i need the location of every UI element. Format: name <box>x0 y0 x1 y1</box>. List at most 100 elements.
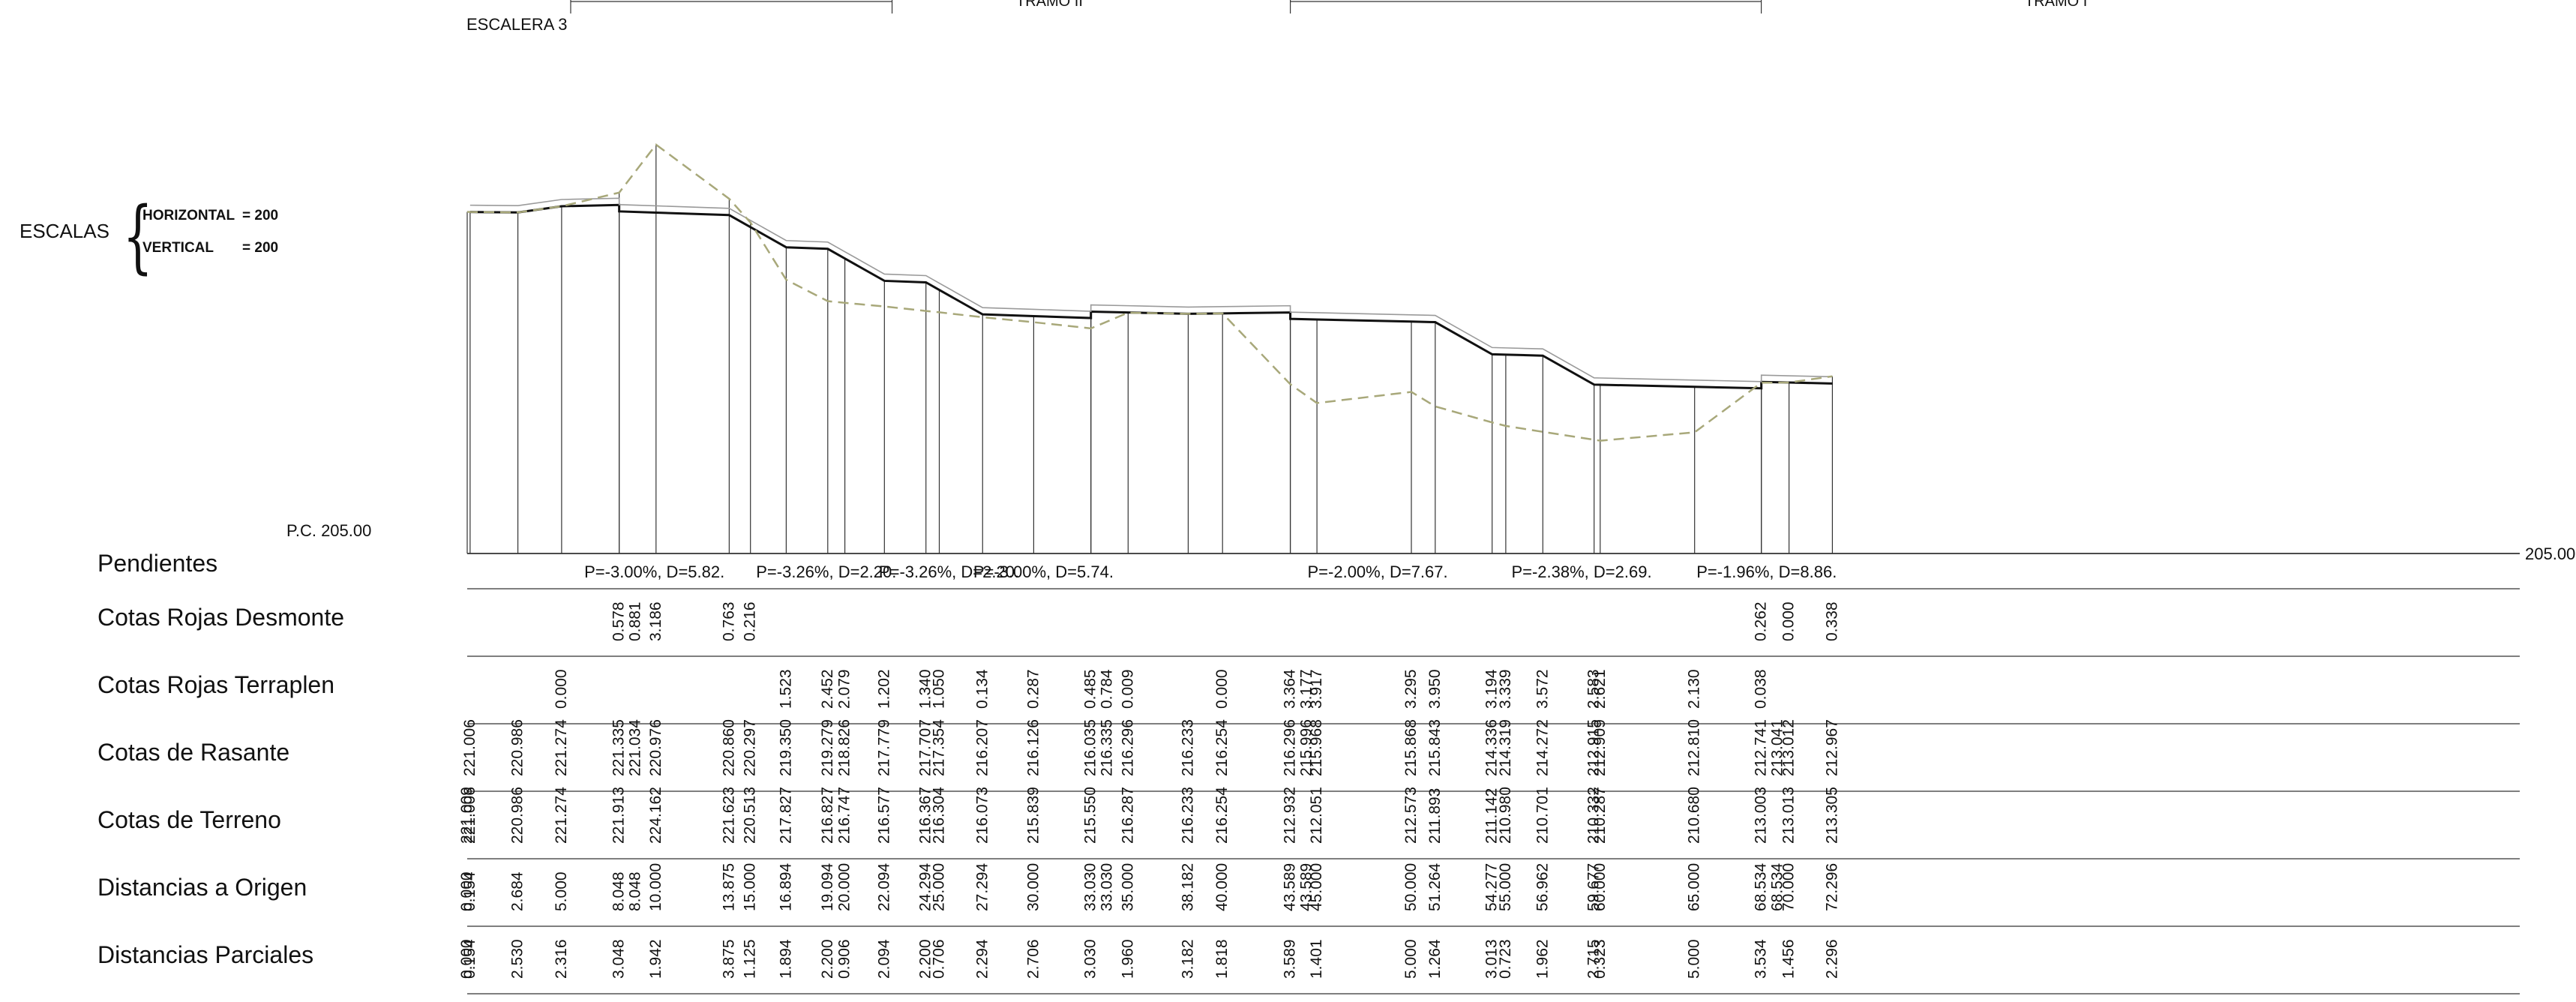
table-value-parcial: 1.264 <box>1426 939 1444 979</box>
table-value-parcial: 5.000 <box>1686 939 1703 979</box>
table-value-parcial: 1.960 <box>1119 939 1136 979</box>
row-label-rasante: Cotas de Rasante <box>97 739 290 766</box>
table-value-parcial: 1.818 <box>1213 939 1231 979</box>
pendiente-label: P=-3.26%, D=2.20. <box>879 562 1019 581</box>
drawing-title: ESCALERA 3 <box>466 15 568 34</box>
table-value-parcial: 1.125 <box>742 939 759 979</box>
table-value-rasante: 214.336 <box>1483 719 1501 776</box>
table-value-origen: 65.000 <box>1686 863 1703 911</box>
table-value-rasante: 216.035 <box>1082 719 1099 776</box>
table-value-rasante: 215.843 <box>1426 719 1444 776</box>
table-value-origen: 38.182 <box>1179 863 1196 911</box>
table-value-origen: 22.094 <box>875 862 892 911</box>
table-value-rasante: 216.254 <box>1213 719 1231 776</box>
table-value-origen: 24.294 <box>917 862 934 911</box>
table-value-terreno: 215.839 <box>1024 787 1042 844</box>
table-value-terreno: 213.013 <box>1780 787 1798 844</box>
table-value-desmonte: 3.186 <box>647 602 664 641</box>
table-value-desmonte: 0.881 <box>627 602 644 641</box>
table-value-terreno: 215.550 <box>1082 787 1099 844</box>
table-value-terreno: 216.827 <box>819 787 836 844</box>
table-value-terraplen: 3.364 <box>1282 669 1299 709</box>
table-value-rasante: 221.006 <box>461 719 478 776</box>
pendiente-label: P=-3.00%, D=5.82. <box>584 562 724 581</box>
table-value-rasante: 215.868 <box>1402 719 1420 776</box>
table-value-terreno: 212.573 <box>1402 787 1420 844</box>
table-value-parcial: 1.894 <box>777 939 794 979</box>
pendiente-label: P=-2.38%, D=2.69. <box>1511 562 1651 581</box>
table-value-origen: 55.000 <box>1497 863 1514 911</box>
table-value-terreno: 217.827 <box>777 787 794 844</box>
table-value-rasante: 220.986 <box>509 719 526 776</box>
table-value-parcial: 3.182 <box>1179 939 1196 979</box>
table-value-desmonte: 0.578 <box>610 602 628 641</box>
table-value-terraplen: 3.194 <box>1483 669 1501 709</box>
table-value-terreno: 220.986 <box>509 787 526 844</box>
table-value-origen: 0.154 <box>461 872 478 911</box>
table-value-terreno: 221.006 <box>461 787 478 844</box>
table-value-terreno: 212.932 <box>1282 787 1299 844</box>
table-value-terraplen: 2.130 <box>1686 669 1703 709</box>
table-value-parcial: 2.715 <box>1585 939 1603 979</box>
table-value-parcial: 2.296 <box>1823 939 1840 979</box>
table-value-parcial: 0.323 <box>1591 939 1609 979</box>
table-value-rasante: 216.296 <box>1282 719 1299 776</box>
table-value-origen: 43.589 <box>1282 863 1299 911</box>
table-value-origen: 50.000 <box>1402 863 1420 911</box>
table-value-origen: 19.094 <box>819 862 836 911</box>
table-value-rasante: 212.810 <box>1686 719 1703 776</box>
table-value-terraplen: 0.784 <box>1099 669 1116 709</box>
table-value-terreno: 216.233 <box>1179 787 1196 844</box>
table-value-origen: 8.048 <box>627 872 644 911</box>
table-value-terreno: 216.073 <box>973 787 991 844</box>
table-value-parcial: 2.530 <box>509 939 526 979</box>
table-value-desmonte: 0.000 <box>1780 602 1798 641</box>
table-value-origen: 0.000 <box>458 872 475 911</box>
table-value-terraplen: 1.340 <box>917 669 934 709</box>
table-value-parcial: 2.706 <box>1024 939 1042 979</box>
datum-right-label: 205.00 <box>2525 544 2576 563</box>
scale-horizontal-label: HORIZONTAL <box>142 208 235 224</box>
table-value-terreno: 211.142 <box>1483 788 1501 844</box>
table-value-rasante: 216.233 <box>1179 719 1196 776</box>
table-value-terraplen: 3.917 <box>1308 669 1325 709</box>
table-value-terreno: 216.254 <box>1213 787 1231 844</box>
table-value-terraplen: 3.950 <box>1426 669 1444 709</box>
table-value-terreno: 213.305 <box>1823 787 1840 844</box>
table-value-terreno: 213.003 <box>1753 787 1770 844</box>
table-value-rasante: 216.335 <box>1099 719 1116 776</box>
table-value-rasante: 216.126 <box>1024 719 1042 776</box>
table-value-terreno: 221.274 <box>553 787 570 844</box>
table-value-rasante: 219.350 <box>777 719 794 776</box>
table-value-origen: 20.000 <box>836 863 853 911</box>
table-value-parcial: 3.030 <box>1082 939 1099 979</box>
table-value-terraplen: 3.572 <box>1534 669 1551 709</box>
table-value-rasante: 217.354 <box>931 719 948 776</box>
table-value-rasante: 220.976 <box>647 719 664 776</box>
table-value-desmonte: 0.763 <box>720 602 737 641</box>
table-value-terraplen: 3.177 <box>1298 669 1315 709</box>
row-label-terraplen: Cotas Rojas Terraplen <box>97 671 335 698</box>
table-value-origen: 68.534 <box>1753 862 1770 911</box>
table-value-origen: 10.000 <box>647 863 664 911</box>
table-value-origen: 2.684 <box>509 872 526 911</box>
table-value-parcial: 3.534 <box>1753 939 1770 979</box>
table-value-terreno: 211.893 <box>1426 788 1444 844</box>
table-value-origen: 68.534 <box>1769 862 1786 911</box>
scale-horizontal-value: = 200 <box>242 208 279 224</box>
table-value-parcial: 2.294 <box>973 939 991 979</box>
row-label-terreno: Cotas de Terreno <box>97 806 281 833</box>
table-value-terreno: 210.332 <box>1585 787 1603 844</box>
table-value-terraplen: 2.452 <box>819 669 836 709</box>
table-value-rasante: 215.996 <box>1298 719 1315 776</box>
table-value-rasante: 220.297 <box>742 719 759 776</box>
table-value-origen: 33.030 <box>1082 863 1099 911</box>
table-value-terreno: 210.680 <box>1686 787 1703 844</box>
table-value-terraplen: 0.038 <box>1753 669 1770 709</box>
table-value-terraplen: 0.485 <box>1082 669 1099 709</box>
table-value-rasante: 218.826 <box>836 719 853 776</box>
scales-brace: { <box>122 190 153 282</box>
table-value-terreno: 224.162 <box>647 787 664 844</box>
table-value-parcial: 0.706 <box>931 939 948 979</box>
terrain-line <box>466 143 1833 442</box>
